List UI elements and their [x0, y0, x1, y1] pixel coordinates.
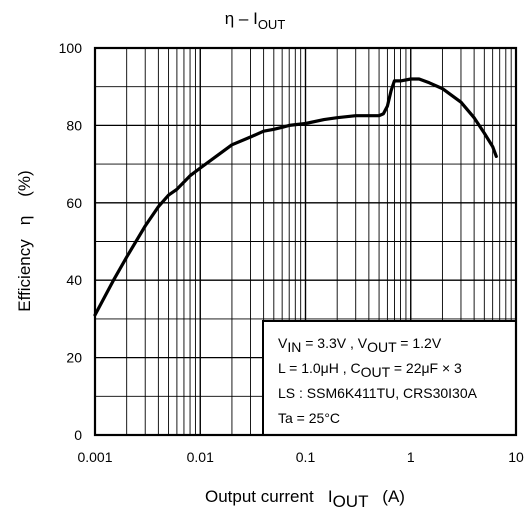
x-axis-label-subscript: OUT — [333, 492, 369, 511]
chart-title: η – IOUT — [225, 9, 286, 32]
condition-line: VIN = 3.3V , VOUT = 1.2V — [278, 335, 442, 355]
x-tick-label: 0.001 — [77, 449, 112, 465]
efficiency-curve — [93, 77, 498, 317]
x-tick-labels: 0.001 0.01 0.1 1 10 — [77, 449, 524, 465]
y-tick-label: 100 — [59, 40, 83, 56]
y-tick-label: 20 — [66, 350, 82, 366]
x-tick-label: 1 — [407, 449, 415, 465]
y-axis-label: Efficiency η (%) — [15, 170, 34, 311]
x-axis-label-unit: (A) — [368, 487, 405, 506]
y-tick-labels: 0 20 40 60 80 100 — [59, 40, 83, 443]
conditions-box-frame — [262, 320, 517, 436]
x-tick-label: 0.1 — [296, 449, 316, 465]
y-tick-label: 80 — [66, 117, 82, 133]
x-axis-label-main: Output current I — [205, 487, 333, 506]
x-tick-label: 0.01 — [187, 449, 214, 465]
x-tick-label: 10 — [508, 449, 524, 465]
chart-title-subscript: OUT — [258, 17, 286, 32]
conditions-box: VIN = 3.3V , VOUT = 1.2V L = 1.0μH , COUT… — [262, 320, 517, 436]
y-tick-label: 0 — [74, 427, 82, 443]
chart-title-main: η – I — [225, 9, 258, 28]
condition-line: LS : SSM6K411TU, CRS30I30A — [278, 385, 478, 401]
plot-frame — [93, 46, 518, 437]
x-axis-label: Output current IOUT (A) — [205, 487, 405, 511]
condition-line: Ta = 25°C — [278, 410, 340, 426]
y-tick-label: 60 — [66, 195, 82, 211]
condition-line: L = 1.0μH , COUT = 22μF × 3 — [278, 360, 462, 380]
y-tick-label: 40 — [66, 272, 82, 288]
